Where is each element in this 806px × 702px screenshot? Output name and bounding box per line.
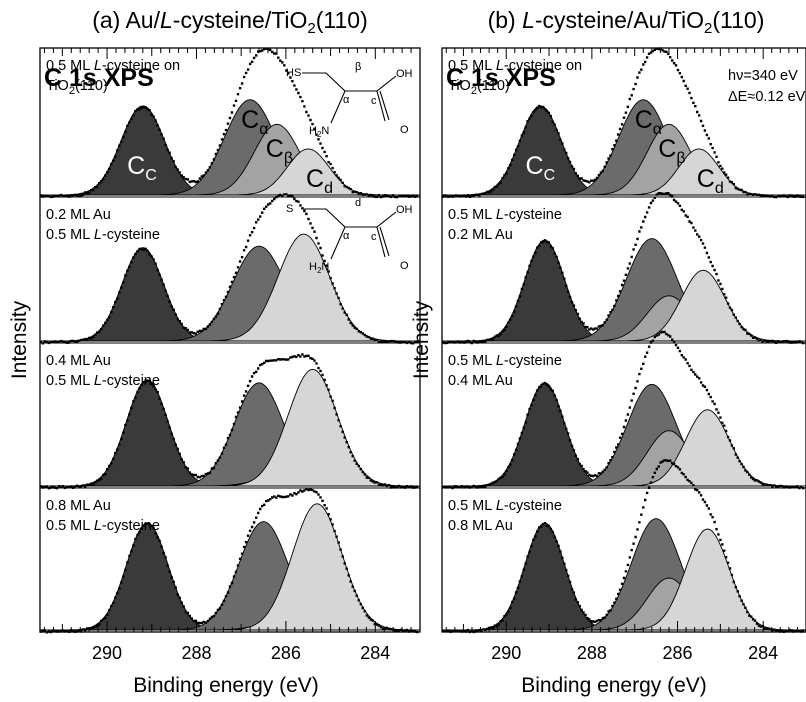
o-label: O (400, 260, 409, 272)
carbon-label: d (355, 197, 361, 209)
sample-label: 0.5 ML L-cysteine (448, 498, 562, 514)
peak-Cd (566, 269, 806, 342)
peak-Cd (174, 503, 420, 631)
spectrum-row: 0.5 ML L-cysteine 0.4 ML Au (441, 330, 806, 490)
bonds (302, 72, 397, 124)
carboxyl-label: c (371, 231, 377, 243)
alpha-label: α (343, 94, 350, 106)
sample-label: 0.5 ML L-cysteine (448, 353, 562, 369)
o-label: O (400, 124, 409, 136)
peak-label: CC (127, 152, 157, 184)
panel-title: (b) L-cysteine/Au/TiO2(110) (488, 7, 765, 37)
sample-label: 0.5 ML L-cysteine (46, 518, 160, 534)
sample-label: 0.2 ML Au (448, 227, 513, 243)
sample-label: TiO2(110) (46, 78, 108, 97)
x-tick-label: 284 (360, 643, 390, 663)
source-info: ΔE≈0.12 eV (728, 89, 806, 105)
carboxyl-label: c (371, 95, 377, 107)
y-axis-label: Intensity (8, 300, 31, 379)
panel-b: (b) L-cysteine/Au/TiO2(110) 0.5 ML L-cyst… (410, 7, 806, 697)
peak-Cd (169, 368, 420, 487)
y-axis-label: Intensity (410, 300, 433, 379)
sample-label: 0.2 ML Au (46, 207, 111, 223)
peak-label: Cα (241, 106, 268, 138)
plot-frame (39, 47, 421, 633)
spectrum-row: 0.2 ML Au 0.5 ML L-cysteine (39, 193, 420, 345)
data-points (39, 47, 419, 199)
plot-frame (441, 47, 806, 633)
sample-label: 0.5 ML L-cysteine on (46, 58, 180, 74)
x-tick-label: 290 (491, 643, 521, 663)
sample-label: 0.8 ML Au (448, 518, 513, 534)
x-tick-label: 290 (92, 643, 122, 663)
sample-label: 0.5 ML L-cysteine (46, 373, 160, 389)
peak-label: CC (526, 152, 556, 184)
x-axis-label: Binding energy (eV) (521, 674, 707, 697)
thiol-label: S (286, 203, 293, 215)
oh-label: OH (396, 204, 413, 216)
source-info: hν=340 eV (728, 68, 798, 84)
spectrum-row: 0.8 ML Au 0.5 ML L-cysteine (39, 487, 420, 634)
spectrum-row: 0.5 ML L-cysteine 0.2 ML Au (441, 192, 806, 345)
alpha-label: α (343, 230, 350, 242)
sample-label: 0.5 ML L-cysteine (448, 207, 562, 223)
amine-label: H2N (309, 125, 329, 139)
x-tick-label: 286 (663, 643, 693, 663)
peak-label: Cβ (658, 135, 685, 167)
x-axis-label: Binding energy (eV) (133, 674, 319, 697)
peak-label: Cβ (266, 135, 293, 167)
peak-label: Cα (635, 106, 662, 138)
thiol-label: HS (286, 67, 301, 79)
x-tick-label: 288 (181, 643, 211, 663)
panel-title: (a) Au/L-cysteine/TiO2(110) (92, 7, 368, 37)
peak-label: Cd (697, 165, 724, 197)
spectrum-row: 0.5 ML L-cysteine 0.8 ML Au (441, 459, 806, 634)
sample-label: 0.8 ML Au (46, 498, 111, 514)
molecule: HS β α c OH O H2N (286, 61, 413, 139)
sample-label: 0.5 ML L-cysteine (46, 227, 160, 243)
x-tick-label: 284 (748, 643, 778, 663)
sample-label: TiO2(110) (448, 78, 510, 97)
x-tick-label: 286 (271, 643, 301, 663)
sample-label: 0.5 ML L-cysteine on (448, 58, 582, 74)
spectrum-row: 0.4 ML Au 0.5 ML L-cysteine (39, 342, 420, 490)
carbon-label: β (355, 61, 361, 73)
amine-label: H2N (309, 261, 329, 275)
oh-label: OH (396, 68, 413, 80)
panel-a: (a) Au/L-cysteine/TiO2(110) 0.5 ML L-cyst… (8, 7, 421, 697)
spectrum-row: 0.5 ML L-cysteine on TiO2(110) (39, 47, 420, 199)
peak-Cd (160, 233, 420, 342)
peak-label: Cd (306, 165, 333, 197)
spectrum-row: 0.5 ML L-cysteine on TiO2(110) (441, 47, 806, 199)
cysteine-diagrams: HS β α c OH O H2N S d α c OH O H2N (286, 61, 413, 275)
sample-label: 0.4 ML Au (46, 353, 111, 369)
xps-header: C 1s XPS (446, 64, 556, 92)
sample-label: 0.4 ML Au (448, 373, 513, 389)
bonds (302, 208, 397, 260)
xps-header: C 1s XPS (44, 64, 154, 92)
x-tick-label: 288 (577, 643, 607, 663)
